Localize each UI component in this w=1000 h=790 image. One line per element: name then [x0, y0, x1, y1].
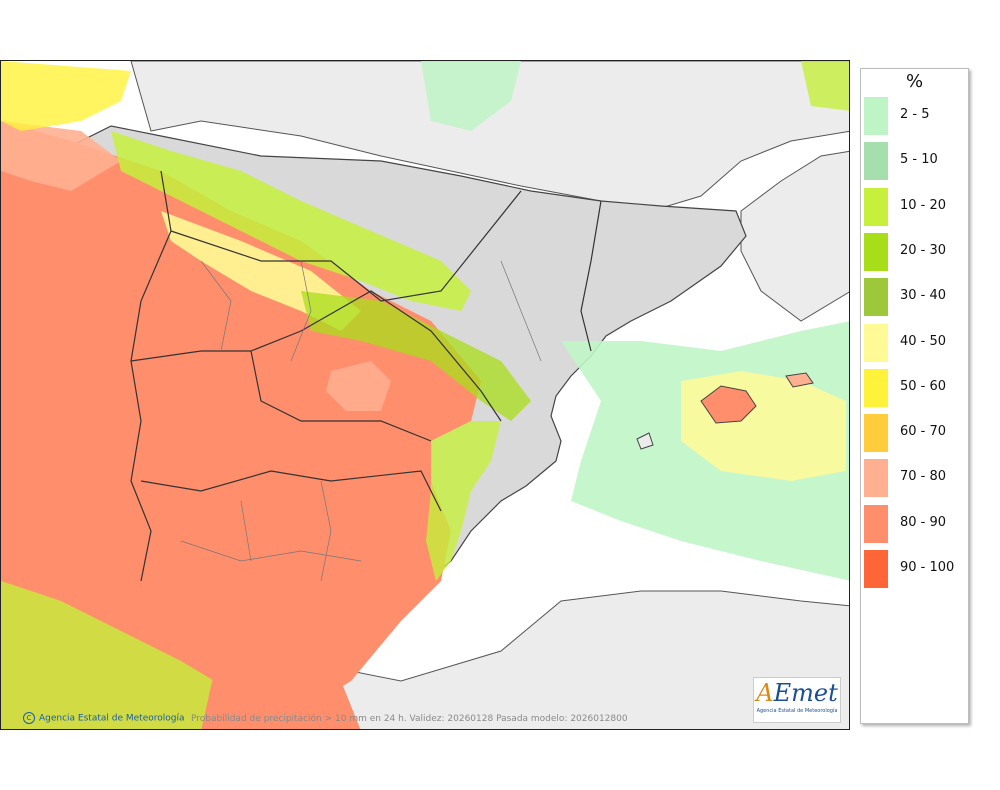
legend-item: 60 - 70 — [864, 410, 964, 453]
legend-label: 40 - 50 — [900, 333, 947, 349]
agency-credit: C Agencia Estatal de Meteorología — [23, 712, 185, 724]
legend-label: 5 - 10 — [900, 152, 938, 168]
map-area: C Agencia Estatal de Meteorología Probabi… — [0, 60, 850, 730]
legend-swatch — [864, 232, 888, 271]
legend-swatch — [864, 97, 888, 135]
ibiza-island — [636, 432, 654, 450]
legend-label: 20 - 30 — [900, 242, 947, 258]
legend-item: 10 - 20 — [864, 184, 964, 226]
prob-green-east-corner — [801, 61, 849, 111]
legend-swatch — [864, 368, 888, 407]
copyright-icon: C — [23, 712, 35, 724]
legend-item: 50 - 60 — [864, 365, 964, 407]
precipitation-map — [1, 61, 849, 729]
prob-70-80-patch — [1, 121, 121, 191]
legend-swatch — [864, 459, 888, 498]
legend-swatch — [864, 504, 888, 543]
legend-item: 30 - 40 — [864, 274, 964, 317]
legend-label: 70 - 80 — [900, 469, 947, 485]
prob-red-alboran — [201, 641, 361, 729]
prob-green-ebro — [301, 291, 531, 421]
legend-label: 80 - 90 — [900, 514, 947, 530]
agency-credit-text: Agencia Estatal de Meteorología — [39, 713, 185, 724]
prob-80-90-west — [1, 121, 481, 729]
legend-item: 2 - 5 — [864, 93, 964, 135]
legend-title: % — [905, 71, 924, 92]
legend-swatch — [864, 550, 888, 588]
legend-swatch — [864, 142, 888, 181]
prob-green-south — [1, 581, 260, 729]
legend-label: 90 - 100 — [900, 560, 955, 575]
legend-item: 70 - 80 — [864, 455, 964, 498]
prob-light-green-north — [421, 61, 521, 131]
prob-green-cantabria — [111, 131, 471, 311]
legend-swatch — [864, 323, 888, 362]
legend-label: 30 - 40 — [900, 288, 947, 304]
legend-swatch — [864, 278, 888, 317]
province-boundaries — [180, 260, 542, 582]
menorca-island — [785, 372, 814, 388]
legend: % 2 - 5 5 - 10 10 - 20 20 - 30 30 - 40 40 - 5… — [860, 68, 969, 724]
aemet-logo: AEmet Agencia Estatal de Meteorología — [753, 677, 841, 723]
regional-boundaries — [130, 170, 602, 582]
legend-item: 20 - 30 — [864, 229, 964, 271]
legend-swatch — [864, 187, 888, 226]
legend-item: 5 - 10 — [864, 138, 964, 181]
prob-yellow-north — [1, 61, 131, 131]
legend-item: 90 - 100 — [864, 546, 964, 588]
sardinia-land — [740, 150, 849, 322]
map-caption: Probabilidad de precipitación > 10 mm en… — [191, 714, 628, 724]
mallorca-island — [700, 385, 757, 424]
legend-swatch — [864, 414, 888, 453]
legend-label: 60 - 70 — [900, 424, 947, 440]
legend-item: 40 - 50 — [864, 320, 964, 362]
legend-label: 2 - 5 — [900, 107, 930, 122]
legend-label: 50 - 60 — [900, 378, 947, 394]
aemet-logo-mark: AEmet — [756, 679, 838, 707]
legend-item: 80 - 90 — [864, 501, 964, 543]
prob-70-80-madrid — [326, 361, 391, 411]
aemet-logo-subtitle: Agencia Estatal de Meteorología — [756, 708, 838, 714]
prob-green-levante — [426, 421, 501, 581]
legend-label: 10 - 20 — [900, 197, 947, 213]
